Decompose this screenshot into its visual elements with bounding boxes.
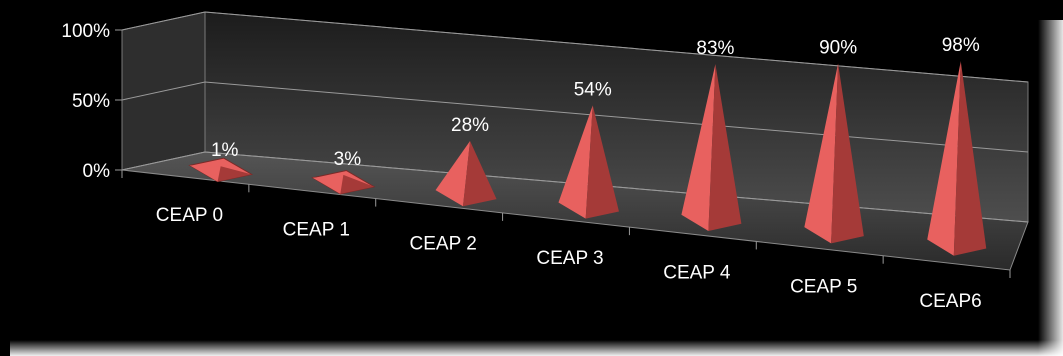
data-label: 28% [451,115,489,136]
data-label: 3% [334,149,362,170]
pyramid-face-left [189,165,221,182]
pyramid [435,141,497,207]
pyramid [188,157,254,183]
pyramid-face-right [340,174,375,194]
frame-shadow-bottom [10,340,1063,356]
gridline [121,11,1029,83]
category-label: CEAP 4 [663,262,731,283]
category-label: CEAP 5 [790,277,857,298]
data-label: 1% [211,140,239,161]
pyramid-face-left [558,105,593,219]
category-label: CEAP 1 [283,219,350,240]
category-label: CEAP 0 [156,205,223,226]
pyramid-face-right [953,61,987,256]
pyramid-face-right [585,105,619,219]
category-label: CEAP6 [919,291,981,312]
pyramid-face-right [217,166,252,182]
pyramid-face-right [462,141,497,207]
pyramid [311,170,376,195]
category-label: CEAP 2 [410,234,477,255]
pyramid [804,63,864,244]
gridline [121,151,1029,223]
data-label: 98% [942,35,980,56]
pyramid-face-left [804,63,839,244]
data-label: 90% [819,38,857,59]
pyramid [927,61,987,256]
data-label: 83% [696,38,734,59]
frame-shadow-right [1038,20,1063,356]
y-tick-label: 50% [72,91,110,112]
y-tick-label: 100% [61,21,110,42]
pyramid-face-right [708,64,742,232]
y-tick-label: 0% [83,161,111,182]
pyramid [681,64,742,232]
pyramid-face-left [681,64,716,232]
pyramid-face-left [312,174,344,194]
data-label: 54% [574,79,612,100]
pyramid-face-right [831,63,864,244]
pyramid [558,105,619,219]
pyramid-face-left [435,141,471,207]
pyramid-face-left [927,61,961,256]
gridline [121,81,1029,153]
category-label: CEAP 3 [536,248,603,269]
